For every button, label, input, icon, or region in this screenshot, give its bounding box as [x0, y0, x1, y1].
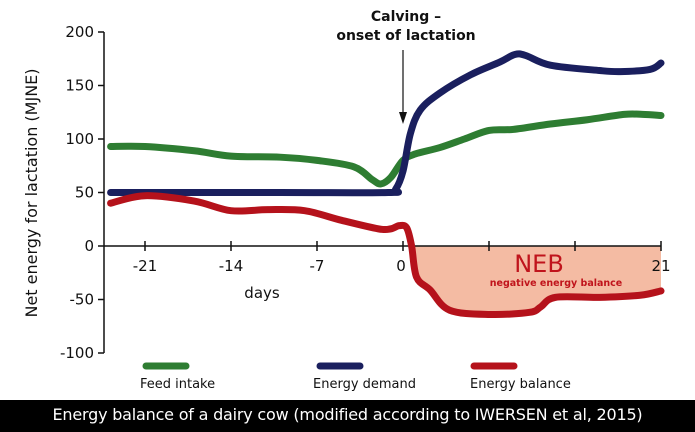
legend: Feed intake Energy demand Energy balance — [140, 362, 571, 392]
legend-label-energy-demand: Energy demand — [313, 377, 416, 392]
legend-label-energy-balance: Energy balance — [470, 377, 571, 392]
chart-title: Energy balance of a dairy cow (modified … — [0, 400, 695, 432]
y-tick-label: 150 — [65, 77, 94, 95]
y-tick-label: -100 — [60, 344, 94, 362]
series-line-energy-balance — [107, 192, 665, 319]
x-axis-label: days — [244, 284, 280, 302]
neb-label: NEB — [514, 250, 564, 278]
neb-sublabel: negative energy balance — [490, 278, 623, 289]
y-tick-label: 200 — [65, 23, 94, 41]
series-line-energy-demand — [107, 50, 665, 197]
axes: -100 -50 0 50 100 150 200 -21 -14 -7 0 21 — [60, 23, 671, 362]
y-axis-label: Net energy for lactation (MJNE) — [22, 68, 41, 317]
calving-arrowhead — [399, 112, 407, 124]
calving-label-2: onset of lactation — [336, 28, 475, 44]
series-line-feed-intake — [107, 110, 665, 188]
x-tick-label: -7 — [310, 257, 325, 275]
chart: -100 -50 0 50 100 150 200 -21 -14 -7 0 21 Calving –… — [22, 9, 671, 392]
neb-area — [411, 246, 661, 315]
legend-label-feed-intake: Feed intake — [140, 377, 215, 392]
x-tick-label: 0 — [396, 257, 406, 275]
calving-label: Calving – — [371, 9, 441, 25]
y-tick-label: -50 — [70, 291, 95, 309]
x-tick-label: -21 — [133, 257, 158, 275]
x-tick-label: -14 — [219, 257, 244, 275]
x-tick-label: 21 — [651, 257, 670, 275]
y-tick-label: 50 — [75, 184, 94, 202]
y-tick-label: 0 — [84, 237, 94, 255]
y-tick-label: 100 — [65, 130, 94, 148]
